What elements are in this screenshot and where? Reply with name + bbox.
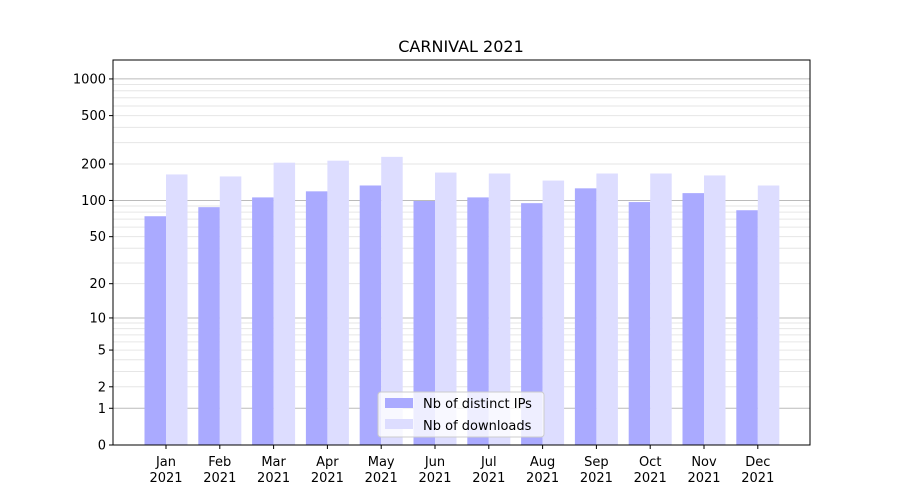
x-axis: Jan2021Feb2021Mar2021Apr2021May2021Jun20…: [149, 445, 774, 486]
bar-distinct-ips: [198, 207, 220, 445]
bar-downloads: [435, 172, 457, 445]
y-tick-label: 2: [98, 380, 106, 395]
x-tick-year-label: 2021: [257, 471, 290, 486]
bar-distinct-ips: [305, 191, 328, 445]
plot-frame: [112, 59, 811, 446]
legend-label-distinct-ips: Nb of distinct IPs: [423, 397, 532, 412]
x-tick-year-label: 2021: [365, 471, 398, 486]
x-tick-year-label: 2021: [149, 471, 182, 486]
x-tick-label: Dec: [745, 455, 770, 470]
x-tick-year-label: 2021: [580, 471, 613, 486]
bar-distinct-ips: [682, 193, 704, 445]
bar-distinct-ips: [144, 216, 166, 445]
y-tick-label: 1: [98, 402, 106, 417]
y-axis: 0 1 2 5 10 20 50 100 200 500 1000: [73, 72, 113, 454]
legend-swatch-distinct-ips: [385, 398, 413, 408]
y-tick-label: 5: [98, 344, 106, 359]
x-tick-year-label: 2021: [526, 471, 559, 486]
bar-downloads: [542, 180, 565, 445]
x-tick-label: Apr: [316, 455, 339, 470]
chart-title: CARNIVAL 2021: [398, 37, 524, 56]
x-tick-year-label: 2021: [634, 471, 667, 486]
bar-distinct-ips: [359, 185, 382, 445]
y-tick-label: 0: [98, 439, 106, 454]
bar-downloads: [488, 173, 511, 445]
y-tick-label: 200: [81, 158, 106, 173]
legend: Nb of distinct IPs Nb of downloads: [377, 391, 545, 438]
y-tick-label: 100: [81, 194, 106, 209]
x-tick-year-label: 2021: [687, 471, 720, 486]
bar-downloads: [327, 160, 349, 446]
bar-distinct-ips: [467, 197, 489, 445]
x-tick-label: Sep: [584, 455, 609, 470]
y-tick-label: 50: [89, 230, 106, 245]
legend-label-downloads: Nb of downloads: [423, 419, 532, 434]
bar-distinct-ips: [628, 202, 651, 445]
bar-distinct-ips: [252, 197, 274, 445]
x-tick-label: Aug: [530, 455, 555, 470]
bar-downloads: [219, 176, 242, 445]
bar-downloads: [381, 156, 403, 446]
bar-distinct-ips: [521, 203, 543, 445]
y-tick-label: 20: [89, 277, 106, 292]
x-tick-label: Jan: [155, 455, 176, 470]
x-tick-year-label: 2021: [741, 471, 774, 486]
y-tick-label: 500: [81, 109, 106, 124]
bar-downloads: [650, 173, 672, 445]
x-tick-year-label: 2021: [472, 471, 505, 486]
x-tick-label: Oct: [639, 455, 661, 470]
x-tick-label: Jun: [424, 455, 445, 470]
bar-downloads: [273, 162, 296, 445]
bar-downloads: [757, 185, 780, 445]
x-tick-label: Nov: [691, 455, 717, 470]
x-tick-year-label: 2021: [311, 471, 344, 486]
bar-distinct-ips: [574, 188, 597, 445]
y-tick-label: 1000: [73, 72, 106, 87]
legend-box: [377, 391, 545, 438]
bar-distinct-ips: [413, 200, 435, 445]
x-tick-label: Mar: [261, 455, 286, 470]
x-tick-label: Feb: [208, 455, 231, 470]
x-tick-label: Jul: [480, 455, 497, 470]
x-tick-year-label: 2021: [203, 471, 236, 486]
bar-downloads: [596, 173, 618, 445]
bars: [144, 156, 780, 446]
y-tick-label: 10: [89, 311, 106, 326]
x-tick-year-label: 2021: [418, 471, 451, 486]
bar-downloads: [704, 175, 726, 445]
x-tick-label: May: [368, 455, 395, 470]
legend-swatch-downloads: [385, 419, 413, 429]
bar-downloads: [166, 174, 188, 445]
bar-distinct-ips: [736, 210, 758, 445]
